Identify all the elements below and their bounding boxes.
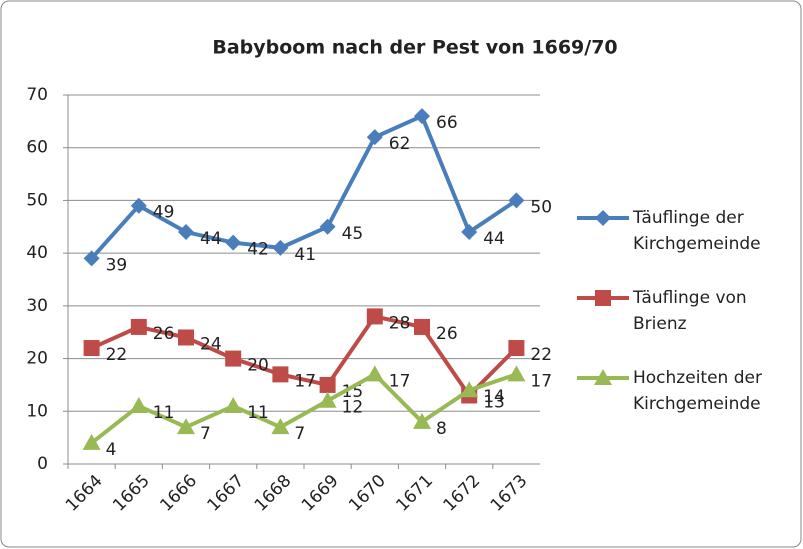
data-label: 66 [436,113,458,133]
legend-icon [577,290,629,306]
data-label: 24 [200,334,222,354]
data-label: 17 [389,371,411,391]
marker [130,318,147,335]
data-label: 26 [436,324,458,344]
marker [365,365,384,382]
y-tick-label: 20 [26,349,48,369]
data-label: 12 [342,398,364,418]
data-label: 44 [483,229,505,249]
data-label: 20 [247,356,269,376]
data-label: 4 [106,440,117,460]
marker [82,433,101,450]
data-label: 11 [247,403,269,423]
data-label: 7 [200,424,211,444]
marker [319,218,336,235]
marker [413,412,431,429]
marker [129,397,148,414]
data-label: 7 [294,424,305,444]
data-label: 8 [436,419,447,439]
data-label: 14 [483,387,505,407]
marker [414,318,430,335]
marker [272,239,289,256]
marker [414,108,430,125]
data-label: 11 [153,403,175,423]
legend-label: Täuflinge von Brienz [633,288,747,334]
marker [461,224,478,241]
data-label: 62 [389,134,411,154]
marker [507,365,526,382]
data-label: 17 [530,371,552,391]
data-label: 45 [342,224,364,244]
data-label: 13 [483,392,505,412]
data-label: 42 [247,240,269,260]
marker [178,329,194,346]
legend-item: Hochzeiten der Kirchgemeinde [575,365,790,445]
marker [177,418,195,435]
marker [272,366,289,383]
marker [595,290,611,306]
marker [366,308,383,325]
marker [271,418,290,435]
series-line [90,314,518,398]
legend-icon [577,210,629,226]
marker [224,397,243,414]
marker [460,381,479,398]
y-tick-label: 40 [26,243,48,263]
marker [178,224,194,241]
data-label: 22 [530,345,552,365]
series-line [90,114,518,260]
marker [595,210,611,226]
chart-title: Babyboom nach der Pest von 1669/70 [212,37,617,59]
marker [318,391,337,408]
marker [319,376,336,393]
marker [508,192,525,209]
data-label: 15 [342,382,364,402]
series-line [90,372,518,445]
marker [83,250,100,267]
marker [225,234,242,251]
data-label: 41 [294,245,316,265]
data-label: 39 [106,255,128,275]
data-label: 26 [153,324,175,344]
data-label: 44 [200,229,222,249]
y-tick-label: 0 [37,454,48,474]
marker [225,350,242,367]
data-label: 49 [153,203,175,223]
y-tick-label: 30 [26,296,48,316]
data-label: 50 [530,197,552,217]
marker [83,340,100,357]
legend-label: Hochzeiten der Kirchgemeinde [633,368,762,414]
data-label: 17 [294,371,316,391]
marker [508,340,525,357]
data-label: 28 [389,313,411,333]
legend-label: Täuflinge der Kirchgemeinde [633,208,761,254]
marker [366,129,383,146]
legend-item: Täuflinge von Brienz [575,285,790,365]
data-label: 22 [106,345,128,365]
y-tick-label: 70 [26,85,48,105]
legend: Täuflinge der Kirchgemeinde Täuflinge von… [575,205,790,445]
legend-item: Täuflinge der Kirchgemeinde [575,205,790,285]
marker [594,369,612,385]
y-tick-label: 60 [26,138,48,158]
y-tick-label: 10 [26,401,48,421]
legend-icon [577,369,629,385]
y-tick-label: 50 [26,190,48,210]
marker [130,197,147,214]
